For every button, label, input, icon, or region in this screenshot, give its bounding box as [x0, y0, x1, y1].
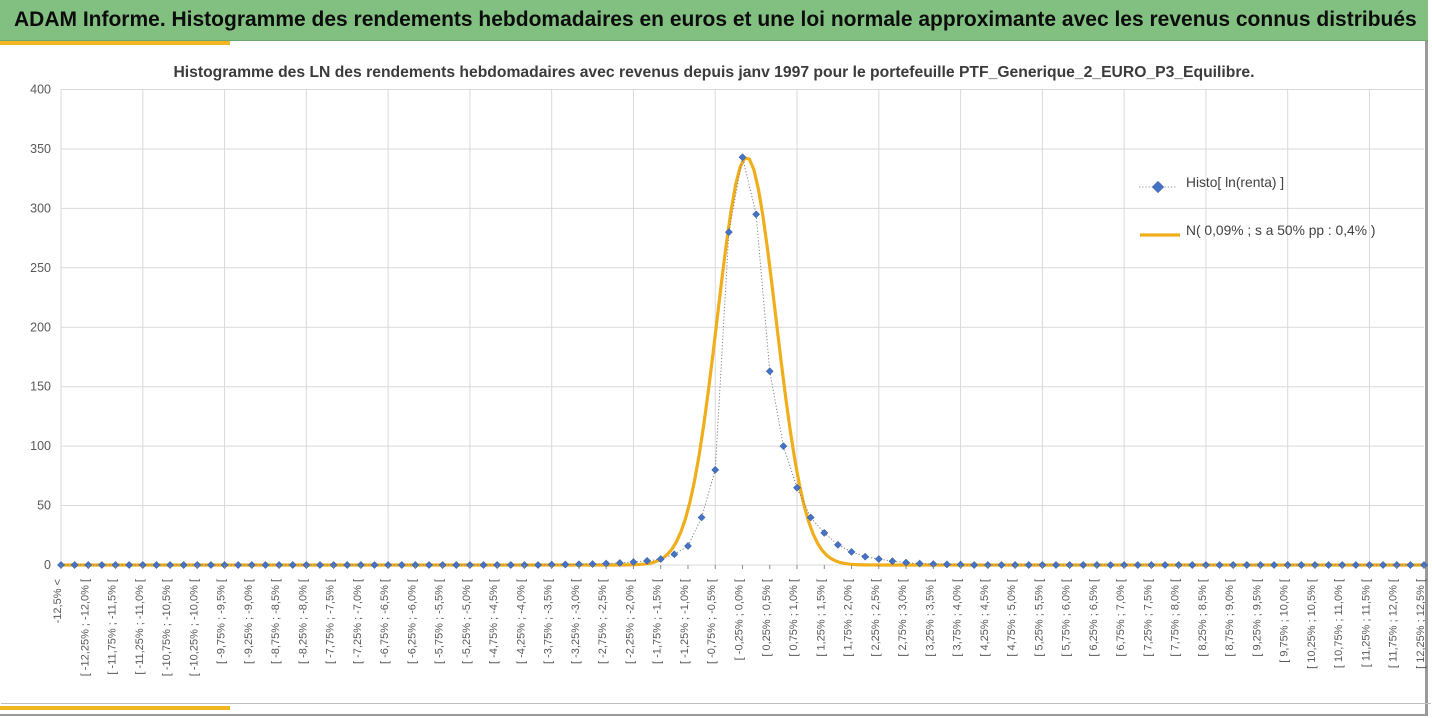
svg-text:0: 0 — [44, 558, 51, 572]
svg-text:[ 6,75% ; 7,0% [: [ 6,75% ; 7,0% [ — [1115, 579, 1127, 657]
svg-text:100: 100 — [30, 439, 51, 453]
svg-text:[ -9,75% ; -9,5% [: [ -9,75% ; -9,5% [ — [216, 579, 228, 664]
svg-text:[ -9,25% ; -9,0% [: [ -9,25% ; -9,0% [ — [243, 579, 255, 664]
svg-text:-12,5% <: -12,5% < — [52, 579, 64, 623]
svg-text:[ 3,75% ; 4,0% [: [ 3,75% ; 4,0% [ — [952, 579, 964, 657]
svg-text:[ 10,75% ; 11,0% [: [ 10,75% ; 11,0% [ — [1333, 579, 1345, 668]
svg-text:50: 50 — [37, 499, 51, 513]
svg-text:[ 6,25% ; 6,5% [: [ 6,25% ; 6,5% [ — [1088, 579, 1100, 657]
svg-text:[ 1,75% ; 2,0% [: [ 1,75% ; 2,0% [ — [843, 579, 855, 657]
svg-text:[ -4,75% ; -4,5% [: [ -4,75% ; -4,5% [ — [488, 579, 500, 664]
svg-text:[ -1,75% ; -1,5% [: [ -1,75% ; -1,5% [ — [652, 579, 664, 664]
svg-text:[ 2,75% ; 3,0% [: [ 2,75% ; 3,0% [ — [897, 579, 909, 657]
svg-text:[ 3,25% ; 3,5% [: [ 3,25% ; 3,5% [ — [924, 579, 936, 657]
svg-text:[ -11,25% ; -11,0% [: [ -11,25% ; -11,0% [ — [134, 579, 146, 675]
svg-text:[ -8,75% ; -8,5% [: [ -8,75% ; -8,5% [ — [270, 579, 282, 664]
svg-text:[ 7,75% ; 8,0% [: [ 7,75% ; 8,0% [ — [1170, 579, 1182, 657]
svg-text:[ 5,25% ; 5,5% [: [ 5,25% ; 5,5% [ — [1033, 579, 1045, 657]
svg-text:[ 11,75% ; 12,0% [: [ 11,75% ; 12,0% [ — [1388, 579, 1400, 668]
svg-text:[ -6,25% ; -6,0% [: [ -6,25% ; -6,0% [ — [406, 579, 418, 664]
svg-text:[ 4,25% ; 4,5% [: [ 4,25% ; 4,5% [ — [979, 579, 991, 657]
svg-text:[ 9,25% ; 9,5% [: [ 9,25% ; 9,5% [ — [1251, 579, 1263, 657]
svg-text:[ 10,25% ; 10,5% [: [ 10,25% ; 10,5% [ — [1306, 579, 1318, 669]
svg-text:[ -5,75% ; -5,5% [: [ -5,75% ; -5,5% [ — [434, 579, 446, 664]
svg-text:[ -8,25% ; -8,0% [: [ -8,25% ; -8,0% [ — [297, 579, 309, 664]
svg-text:[ 9,75% ; 10,0% [: [ 9,75% ; 10,0% [ — [1279, 579, 1291, 663]
svg-text:[ -10,25% ; -10,0% [: [ -10,25% ; -10,0% [ — [188, 579, 200, 676]
svg-text:[ -2,25% ; -2,0% [: [ -2,25% ; -2,0% [ — [624, 579, 636, 664]
svg-text:350: 350 — [30, 142, 51, 156]
svg-text:[ -11,75% ; -11,5% [: [ -11,75% ; -11,5% [ — [107, 579, 119, 675]
svg-text:[ 0,25% ; 0,5% [: [ 0,25% ; 0,5% [ — [761, 579, 773, 657]
svg-text:[ -5,25% ; -5,0% [: [ -5,25% ; -5,0% [ — [461, 579, 473, 664]
svg-text:[ -4,25% ; -4,0% [: [ -4,25% ; -4,0% [ — [515, 579, 527, 664]
svg-text:[ 5,75% ; 6,0% [: [ 5,75% ; 6,0% [ — [1061, 579, 1073, 657]
svg-text:[ -2,75% ; -2,5% [: [ -2,75% ; -2,5% [ — [597, 579, 609, 664]
svg-text:[ 4,75% ; 5,0% [: [ 4,75% ; 5,0% [ — [1006, 579, 1018, 657]
svg-text:[ -3,25% ; -3,0% [: [ -3,25% ; -3,0% [ — [570, 579, 582, 664]
svg-text:[ 12,25% ; 12,5% [: [ 12,25% ; 12,5% [ — [1415, 579, 1427, 669]
svg-text:[ 7,25% ; 7,5% [: [ 7,25% ; 7,5% [ — [1142, 579, 1154, 657]
svg-text:[ -0,75% ; -0,5% [: [ -0,75% ; -0,5% [ — [706, 579, 718, 664]
svg-text:[ 8,75% ; 9,0% [: [ 8,75% ; 9,0% [ — [1224, 579, 1236, 657]
svg-text:[ 8,25% ; 8,5% [: [ 8,25% ; 8,5% [ — [1197, 579, 1209, 657]
svg-text:[ -10,75% ; -10,5% [: [ -10,75% ; -10,5% [ — [161, 579, 173, 676]
svg-text:[ 11,25% ; 11,5% [: [ 11,25% ; 11,5% [ — [1360, 579, 1372, 667]
svg-text:[ -3,75% ; -3,5% [: [ -3,75% ; -3,5% [ — [543, 579, 555, 664]
svg-text:300: 300 — [30, 201, 51, 215]
svg-text:[ 0,75% ; 1,0% [: [ 0,75% ; 1,0% [ — [788, 579, 800, 657]
svg-text:400: 400 — [30, 83, 51, 97]
svg-text:150: 150 — [30, 380, 51, 394]
svg-text:[ -6,75% ; -6,5% [: [ -6,75% ; -6,5% [ — [379, 579, 391, 664]
svg-text:[ -7,75% ; -7,5% [: [ -7,75% ; -7,5% [ — [325, 579, 337, 664]
svg-text:[ 1,25% ; 1,5% [: [ 1,25% ; 1,5% [ — [815, 579, 827, 657]
svg-text:[ -7,25% ; -7,0% [: [ -7,25% ; -7,0% [ — [352, 579, 364, 664]
svg-text:200: 200 — [30, 320, 51, 334]
svg-text:[ -0,25% ; 0,0% [: [ -0,25% ; 0,0% [ — [734, 579, 746, 660]
svg-text:[ -12,25% ; -12,0% [: [ -12,25% ; -12,0% [ — [79, 579, 91, 676]
svg-text:[ 2,25% ; 2,5% [: [ 2,25% ; 2,5% [ — [870, 579, 882, 657]
svg-text:[ -1,25% ; -1,0% [: [ -1,25% ; -1,0% [ — [679, 579, 691, 664]
svg-text:250: 250 — [30, 261, 51, 275]
